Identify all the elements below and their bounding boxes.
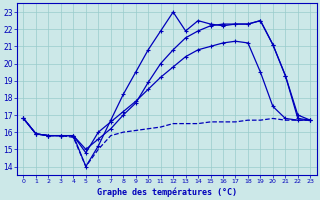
X-axis label: Graphe des températures (°C): Graphe des températures (°C) — [97, 187, 237, 197]
